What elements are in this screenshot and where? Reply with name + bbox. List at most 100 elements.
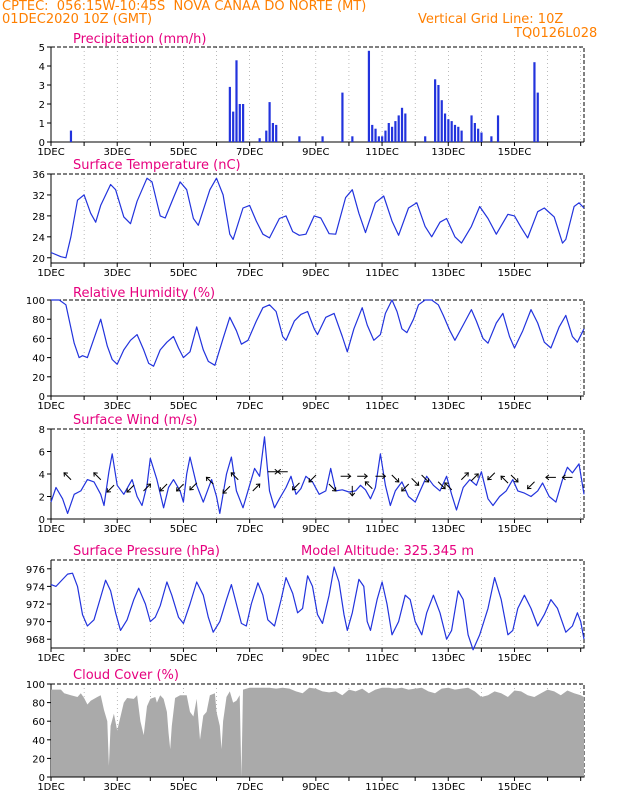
wind-arrow-shaft (444, 482, 453, 491)
wind-arrow-shaft (391, 474, 400, 483)
x-tick-label: 15DEC (498, 268, 532, 279)
wind-arrow (106, 484, 115, 493)
x-tick-label: 15DEC (498, 401, 532, 412)
wind-arrow (222, 485, 231, 494)
y-tick-label: 24 (32, 233, 45, 244)
wind-arrow (159, 483, 168, 492)
wind-arrow (291, 482, 300, 491)
precip-bar (453, 124, 457, 142)
precip-bar (404, 113, 407, 142)
panel-title: Surface Wind (m/s) (73, 413, 197, 428)
x-tick-label: 11DEC (365, 147, 399, 158)
y-tick-label: 5 (39, 43, 45, 54)
y-tick-label: 0 (39, 515, 45, 526)
y-tick-label: 4 (39, 62, 45, 73)
wind-arrow (230, 472, 239, 481)
precip-bar (440, 100, 443, 142)
wind-arrow-head (349, 492, 356, 497)
wind-arrow-shaft (527, 481, 535, 490)
x-tick-label: 15DEC (498, 524, 532, 535)
x-tick-label: 3DEC (104, 268, 131, 279)
wind-arrow-head (444, 482, 449, 487)
precip-bar (490, 136, 493, 142)
x-tick-label: 11DEC (365, 268, 399, 279)
x-tick-label: 7DEC (236, 401, 263, 412)
x-tick-label: 9DEC (302, 401, 329, 412)
series-line (50, 436, 585, 515)
x-tick-label: 9DEC (302, 782, 329, 793)
precip-bar (400, 107, 404, 142)
precip-bar (271, 123, 275, 142)
x-tick-label: 5DEC (170, 147, 197, 158)
x-tick-label: 13DEC (431, 653, 465, 664)
wind-arrow-shaft (401, 483, 410, 492)
series-line (50, 177, 585, 259)
wind-arrow-shaft (308, 474, 317, 483)
y-tick-label: 32 (32, 191, 45, 202)
wind-arrow (143, 483, 152, 492)
wind-arrow-head (526, 484, 532, 490)
wind-arrow-head (230, 472, 236, 477)
wind-arrow-head (205, 476, 211, 482)
wind-arrow-head (561, 474, 566, 481)
y-tick-label: 2 (39, 100, 45, 111)
precip-bar (450, 121, 453, 142)
precip-bar (275, 124, 278, 142)
wind-arrow-head (189, 485, 194, 491)
wind-arrow-head (106, 488, 111, 493)
precip-bar (533, 62, 536, 143)
wind-arrow-shaft (500, 475, 509, 484)
precip-bar (384, 130, 387, 142)
y-tick-label: 6 (39, 448, 45, 459)
y-tick-label: 1 (39, 119, 45, 130)
y-tick-label: 80 (32, 315, 45, 326)
header-station: CPTEC: 056:15W-10:45S NOVA CANAA DO NORT… (2, 0, 367, 14)
wind-arrow-shaft (206, 476, 214, 485)
wind-arrow-shaft (189, 482, 198, 491)
x-tick-label: 15DEC (498, 147, 532, 158)
precip-bar (238, 104, 241, 142)
wind-arrow-shaft (252, 483, 261, 492)
wind-arrow-head (159, 487, 164, 492)
wind-arrow (252, 483, 261, 492)
x-tick-label: 3DEC (104, 653, 131, 664)
wind-arrow-head (363, 473, 368, 480)
y-tick-label: 2 (39, 493, 45, 504)
precip-bar (387, 123, 390, 142)
precip-bar (536, 92, 539, 142)
x-tick-label: 7DEC (236, 782, 263, 793)
wind-arrow (460, 472, 469, 481)
wind-arrow-head (424, 478, 430, 483)
y-tick-label: 36 (32, 170, 45, 181)
y-tick-label: 4 (39, 470, 45, 481)
precip-bar (394, 121, 397, 142)
wind-arrow-shaft (460, 472, 469, 481)
y-tick-label: 0 (39, 138, 45, 149)
precip-bar (447, 119, 450, 142)
panel-5: 968 970 972 974 976 1DEC 3DEC 5DEC 7DEC 9DEC 11DEC… (26, 544, 585, 664)
wind-arrow (364, 481, 373, 490)
wind-arrow (93, 472, 102, 481)
x-tick-label: 3DEC (104, 524, 131, 535)
x-tick-label: 13DEC (431, 524, 465, 535)
precip-bar (367, 50, 371, 142)
y-tick-label: 20 (32, 754, 45, 765)
precip-bar (437, 85, 440, 142)
panel-frame (50, 559, 585, 649)
wind-arrow (349, 485, 356, 497)
panel-3: 0 20 40 60 80 100 1DEC 3DEC 5DEC 7DEC 9DEC 11DEC 13D… (26, 286, 585, 412)
wind-arrow-head (93, 472, 98, 477)
series-line (50, 566, 585, 651)
wind-arrow-head (63, 472, 68, 477)
x-tick-label: 9DEC (302, 268, 329, 279)
wind-arrow-head (364, 481, 370, 486)
x-tick-label: 1DEC (37, 782, 64, 793)
wind-arrow (126, 484, 135, 493)
x-tick-label: 7DEC (236, 524, 263, 535)
wind-arrow-shaft (411, 478, 420, 486)
wind-arrow-shaft (63, 472, 72, 481)
y-tick-label: 976 (26, 565, 45, 576)
y-tick-label: 974 (26, 582, 45, 593)
precip-bar (228, 86, 231, 142)
panel-frame (50, 299, 585, 397)
